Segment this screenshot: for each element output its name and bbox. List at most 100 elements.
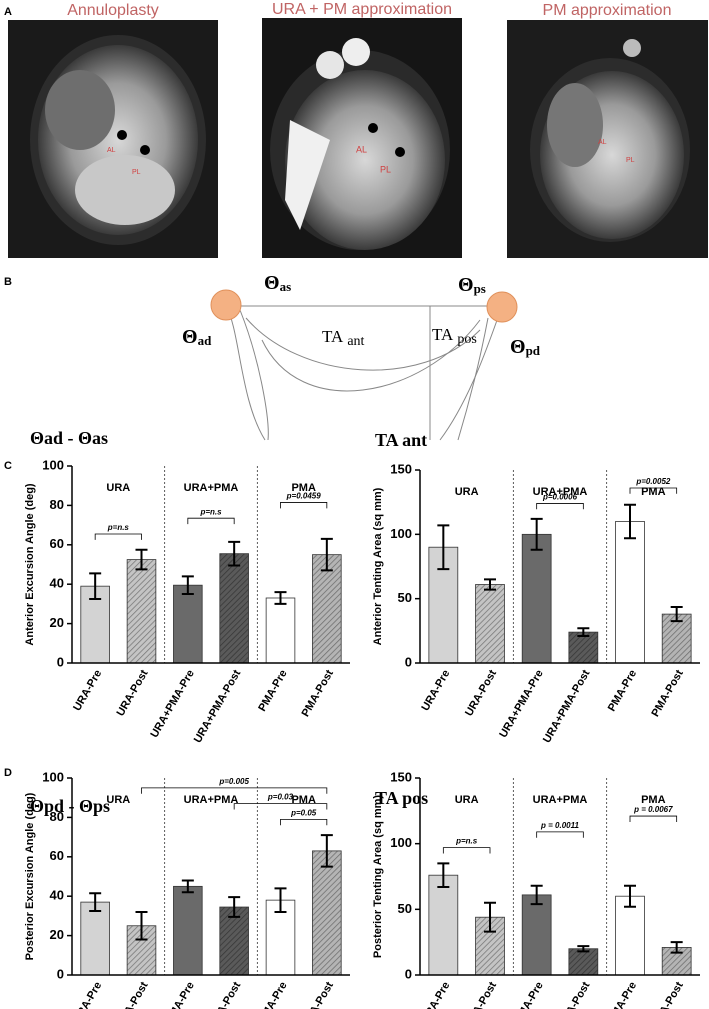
image-label: AL <box>598 139 607 146</box>
x-tick-label: URA+PMA-Post <box>192 980 244 1009</box>
y-tick-label: 60 <box>50 848 64 863</box>
y-tick-label: 20 <box>50 927 64 942</box>
area-label: TA ant <box>322 327 365 349</box>
group-label: URA+PMA <box>533 486 588 498</box>
error-bar <box>320 834 333 868</box>
p-value: p=0.0052 <box>635 477 671 486</box>
y-tick-label: 40 <box>50 576 64 591</box>
error-bar <box>577 627 590 637</box>
bar <box>661 613 692 664</box>
angle-label: Θas <box>264 272 291 294</box>
p-value: p = 0.0067 <box>633 805 673 814</box>
group-label: URA+PMA <box>184 794 239 806</box>
bar <box>615 895 645 976</box>
group-label: URA <box>455 486 479 498</box>
x-tick-label: URA-Post <box>463 668 499 719</box>
error-bar <box>670 606 683 623</box>
significance-bracket <box>442 847 491 854</box>
x-tick-label: PMA-Post <box>649 980 686 1009</box>
image-label: AL <box>356 144 367 154</box>
y-axis-label: Anterior Tenting Area (sq mm) <box>372 487 384 645</box>
y-axis-label: Anterior Excursion Angle (deg) <box>24 483 36 646</box>
y-tick-label: 80 <box>50 809 64 824</box>
x-tick-label: URA-Pre <box>419 668 452 713</box>
area-label: TA pos <box>432 325 477 347</box>
bar <box>219 553 249 664</box>
bar <box>568 948 599 976</box>
bar <box>312 554 342 664</box>
significance-bracket <box>280 502 328 509</box>
error-bar <box>624 884 636 908</box>
p-value: p=0.0459 <box>286 492 322 501</box>
error-bar <box>135 910 148 941</box>
bar <box>173 885 203 976</box>
bar <box>521 533 552 664</box>
bar <box>126 559 157 664</box>
x-tick-label: PMA-Pre <box>606 980 639 1009</box>
significance-bracket <box>629 815 678 822</box>
group-label: URA+PMA <box>533 794 588 806</box>
error-bar <box>135 548 148 571</box>
x-tick-label: URA-Pre <box>71 980 104 1009</box>
y-tick-label: 100 <box>390 526 412 541</box>
angle-label: Θps <box>458 274 486 296</box>
x-tick-label: URA+PMA-Post <box>192 668 244 745</box>
significance-bracket <box>536 503 584 510</box>
group-label: PMA <box>291 482 316 494</box>
mri-image <box>262 18 462 258</box>
p-value: p=0.0006 <box>542 493 578 502</box>
error-bar <box>320 537 333 572</box>
significance-bracket <box>629 487 678 494</box>
valve-diagram <box>225 305 503 441</box>
y-tick-label: 150 <box>390 461 412 476</box>
error-bar <box>577 945 590 953</box>
image-title: URA + PM approximation <box>272 1 452 18</box>
p-value: p=0.03 <box>267 793 294 802</box>
panel-label: A <box>4 6 12 18</box>
y-tick-label: 0 <box>57 654 64 669</box>
p-value: p=n.s <box>107 523 130 532</box>
p-value: p = 0.0011 <box>540 821 579 830</box>
x-tick-label: URA+PMA-Post <box>541 980 593 1009</box>
error-bar <box>89 572 102 600</box>
y-tick-label: 80 <box>50 497 64 512</box>
angle-label: Θad <box>182 326 212 348</box>
error-bar <box>530 884 543 906</box>
y-tick-label: 0 <box>405 966 412 981</box>
x-tick-label: PMA-Pre <box>256 668 289 714</box>
y-tick-label: 20 <box>50 615 64 630</box>
y-axis-label: Posterior Tenting Area (sq mm) <box>372 795 384 959</box>
x-tick-label: URA-Post <box>463 980 499 1009</box>
y-tick-label: 40 <box>50 888 64 903</box>
y-tick-label: 100 <box>42 769 64 784</box>
significance-bracket <box>94 533 142 540</box>
significance-bracket <box>536 831 584 838</box>
error-bar <box>89 892 102 912</box>
y-tick-label: 60 <box>50 536 64 551</box>
image-label: PL <box>132 169 141 176</box>
y-tick-label: 50 <box>398 901 412 916</box>
error-bar <box>181 879 194 894</box>
error-bar <box>670 941 683 954</box>
group-label: PMA <box>641 794 666 806</box>
angle-label: Θpd <box>510 336 541 358</box>
significance-bracket <box>187 517 235 525</box>
error-bar <box>624 503 636 540</box>
p-value: p=n.s <box>199 507 222 516</box>
y-tick-label: 0 <box>405 654 412 669</box>
error-bar <box>437 862 450 889</box>
error-bar <box>530 517 543 551</box>
bar <box>475 584 505 664</box>
error-bar <box>274 887 287 913</box>
bar <box>521 894 552 976</box>
x-tick-label: URA-Pre <box>419 980 452 1009</box>
error-bar <box>484 901 496 933</box>
x-tick-label: PMA-Pre <box>606 668 639 714</box>
annulus-point <box>210 289 242 321</box>
y-tick-label: 50 <box>398 590 412 605</box>
image-label: PL <box>380 164 391 174</box>
y-tick-label: 100 <box>390 835 412 850</box>
panel-label: D <box>4 767 12 779</box>
y-tick-label: 150 <box>390 769 412 784</box>
